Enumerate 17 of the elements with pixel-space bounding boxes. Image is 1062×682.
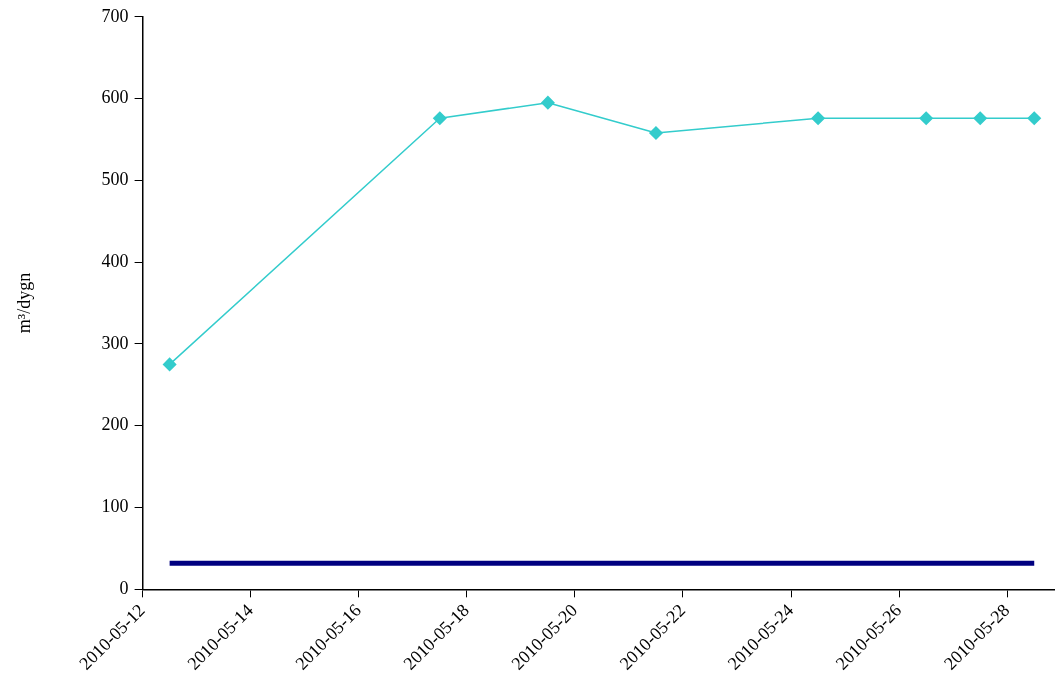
point (1027, 111, 1041, 125)
point (162, 357, 177, 372)
point (433, 111, 447, 125)
y-tick-label: 700 (101, 5, 129, 26)
y-tick-label: 400 (101, 250, 129, 271)
point (541, 95, 555, 110)
y-tick-label: 100 (101, 496, 129, 517)
y-axis-title: m³/dygn (13, 272, 34, 334)
y-tick-label: 200 (101, 414, 129, 435)
point (649, 126, 663, 140)
y-tick-label: 500 (101, 169, 129, 190)
y-tick-label: 600 (101, 87, 129, 108)
point (919, 111, 933, 125)
y-tick-label: 0 (119, 578, 129, 599)
point (811, 111, 825, 125)
point (973, 111, 987, 125)
y-tick-label: 300 (101, 332, 129, 353)
